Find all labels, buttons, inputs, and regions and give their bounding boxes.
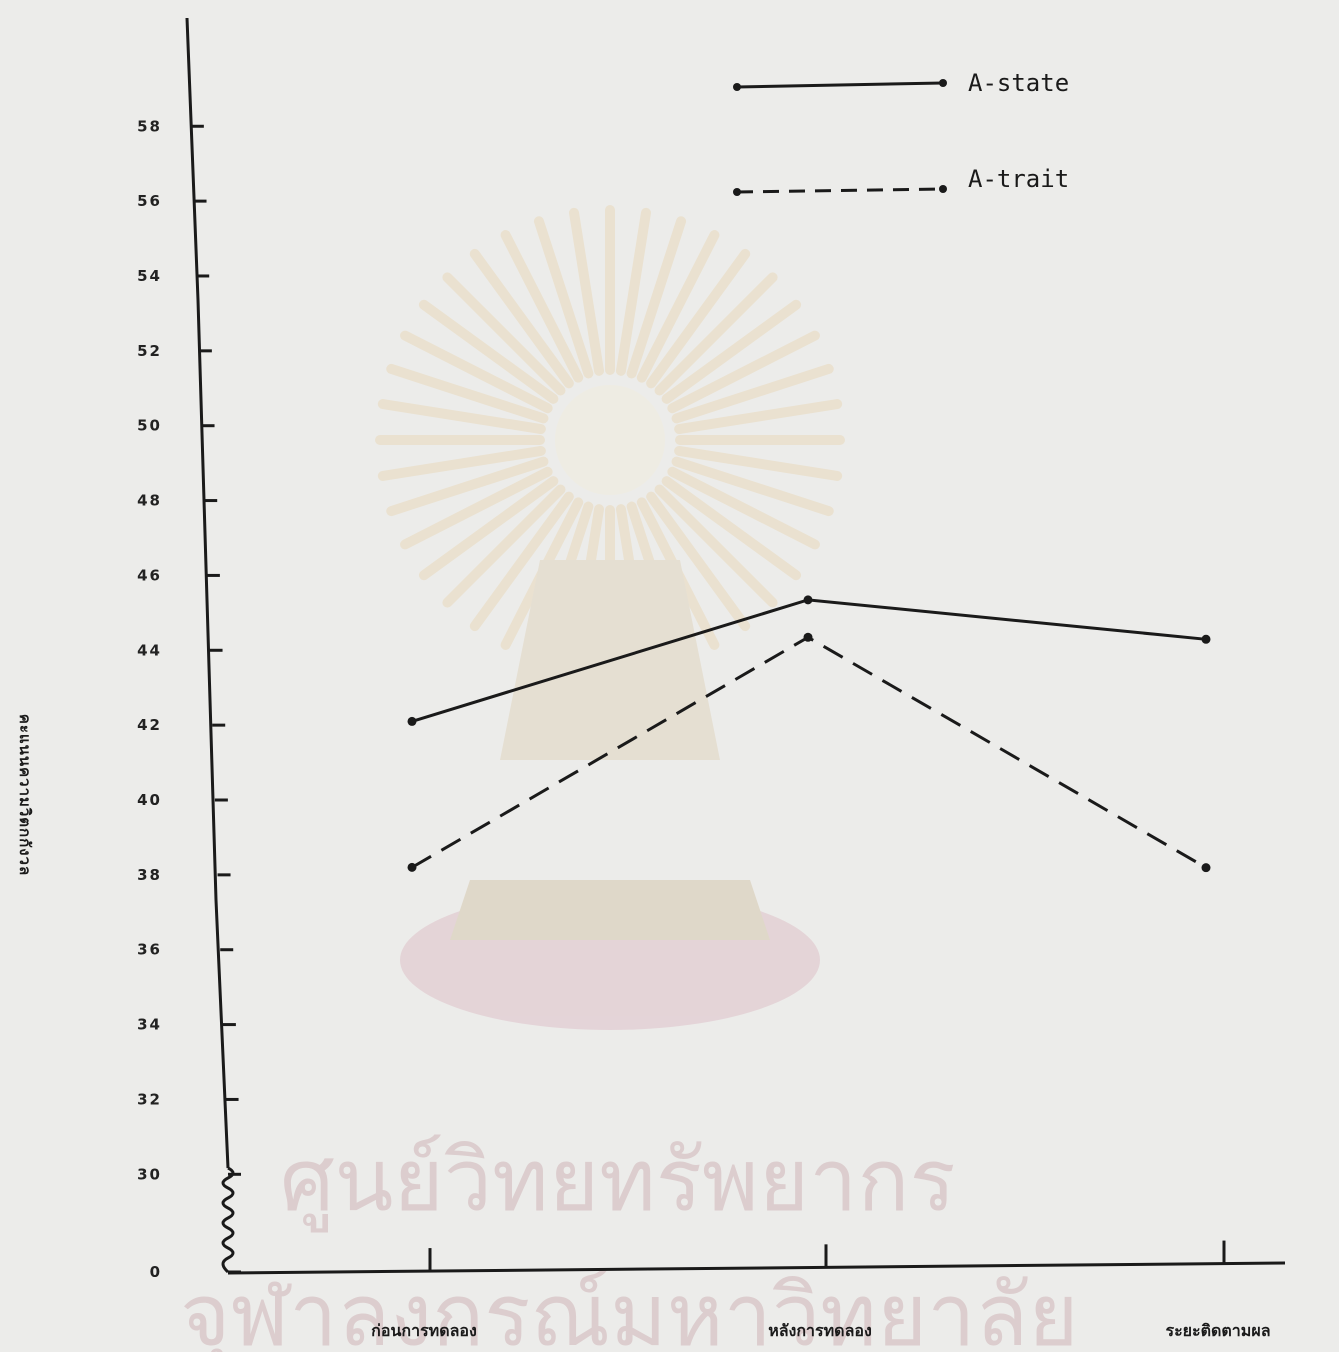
- university-emblem-watermark: [375, 205, 845, 1030]
- y-tick-label: 38: [137, 866, 162, 884]
- data-point-a-trait: [803, 632, 813, 642]
- y-axis-ticks: 0 30 32 34 36 38 40 42 44 46 48 50 52 54 56 58: [137, 117, 241, 1281]
- data-point-a-state: [1201, 634, 1211, 644]
- data-point-a-trait: [407, 862, 417, 872]
- y-tick-label: 32: [137, 1090, 162, 1108]
- y-tick-label: 42: [137, 716, 162, 734]
- legend-line-a-state: [736, 81, 944, 89]
- series-layer: [407, 595, 1211, 873]
- y-tick-label: 30: [137, 1165, 162, 1183]
- y-tick-label: 46: [137, 566, 162, 584]
- legend: A-state A-trait: [733, 69, 1069, 196]
- legend-line-a-trait: [736, 187, 944, 194]
- y-tick-label: 54: [137, 267, 162, 285]
- y-tick-label: 56: [137, 192, 162, 210]
- data-point-a-trait: [1201, 863, 1211, 873]
- legend-marker-a-state-right: [939, 79, 947, 87]
- y-tick-label: 50: [137, 417, 162, 435]
- watermark-line-2: จุฬาลงกรณ์มหาวิทยาลัย: [180, 1266, 1079, 1352]
- x-axis-ticks: ก่อนการทดลอง หลังการทดลอง ระยะติดตามผล: [371, 1240, 1271, 1340]
- legend-marker-a-state-left: [733, 83, 741, 91]
- y-tick-label: 58: [137, 117, 162, 135]
- y-tick-label: 52: [137, 342, 162, 360]
- watermark-line-1: ศูนย์วิทยทรัพยากร: [280, 1131, 956, 1233]
- legend-marker-a-trait-left: [733, 188, 741, 196]
- y-tick-label: 44: [137, 641, 162, 659]
- data-point-a-state: [407, 716, 417, 726]
- y-axis-line: [185, 17, 230, 1169]
- x-axis-line: [227, 1261, 1286, 1275]
- legend-label-a-state: A-state: [968, 69, 1069, 97]
- y-tick-label: 40: [137, 791, 162, 809]
- y-tick-label: 48: [137, 492, 162, 510]
- y-axis-break: [221, 1166, 235, 1274]
- y-tick-label: 36: [137, 941, 162, 959]
- x-tick-label: ระยะติดตามผล: [1165, 1321, 1270, 1340]
- y-axis-title: คะแนนความวิตกกังวล: [16, 714, 34, 876]
- x-tick-label: ก่อนการทดลอง: [371, 1321, 477, 1340]
- legend-marker-a-trait-right: [939, 185, 947, 193]
- legend-label-a-trait: A-trait: [968, 165, 1069, 193]
- x-tick-label: หลังการทดลอง: [768, 1321, 872, 1340]
- data-point-a-state: [803, 595, 813, 605]
- y-tick-label: 34: [137, 1016, 162, 1034]
- y-tick-label: 0: [150, 1263, 162, 1281]
